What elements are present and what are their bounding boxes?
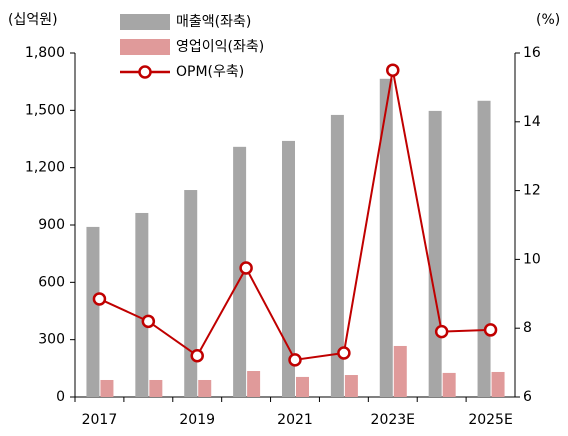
bar — [330, 114, 344, 398]
bar — [491, 371, 505, 397]
y-axis-label: (십억원) — [8, 12, 58, 28]
bar — [247, 371, 261, 397]
bar — [184, 190, 198, 397]
bar — [233, 146, 247, 397]
y2-tick-label: 14 — [523, 114, 541, 130]
y2-tick-label: 10 — [523, 251, 541, 267]
y2-axis-label: (%) — [536, 12, 560, 28]
bar — [198, 379, 212, 397]
y-tick-label: 0 — [56, 389, 65, 405]
marker — [141, 314, 156, 329]
x-tick-label: 2019 — [179, 412, 215, 428]
bar — [282, 140, 295, 397]
y-tick-label: 1,800 — [25, 45, 65, 61]
y-tick-label: 1,200 — [25, 160, 65, 176]
legend-label: 매출액(좌축) — [176, 14, 251, 30]
bar — [100, 379, 114, 397]
marker — [386, 63, 400, 77]
bar — [135, 212, 149, 397]
legend-swatch — [120, 14, 170, 30]
bar — [344, 375, 358, 397]
x-tick-label: 2023E — [371, 412, 415, 428]
bar — [442, 372, 456, 397]
x-tick-label: 2017 — [82, 412, 118, 428]
bar — [477, 100, 491, 398]
x-tick-label: 2021 — [277, 412, 313, 428]
legend-swatch — [138, 65, 152, 79]
x-tick-label: 2025E — [468, 412, 512, 428]
legend-swatch — [120, 39, 170, 55]
marker — [434, 324, 449, 339]
legend-label: OPM(우축) — [176, 64, 244, 80]
y-tick-label: 1,500 — [25, 102, 65, 118]
bar — [296, 376, 309, 397]
marker — [483, 323, 498, 337]
bar — [428, 110, 442, 397]
y-tick-label: 300 — [38, 332, 65, 348]
bar — [86, 226, 100, 397]
marker — [190, 348, 204, 363]
legend-label: 영업이익(좌축) — [176, 39, 264, 55]
y2-tick-label: 6 — [523, 389, 532, 405]
y2-tick-label: 16 — [523, 45, 541, 61]
marker — [239, 261, 253, 275]
marker — [92, 292, 107, 306]
bar — [149, 379, 163, 397]
bar — [379, 78, 393, 398]
y2-tick-label: 12 — [523, 183, 541, 199]
bar — [393, 345, 407, 397]
marker — [288, 353, 302, 367]
y2-tick-label: 8 — [523, 320, 532, 336]
marker — [337, 346, 351, 360]
y-tick-label: 600 — [38, 274, 65, 290]
y-tick-label: 900 — [38, 217, 65, 233]
